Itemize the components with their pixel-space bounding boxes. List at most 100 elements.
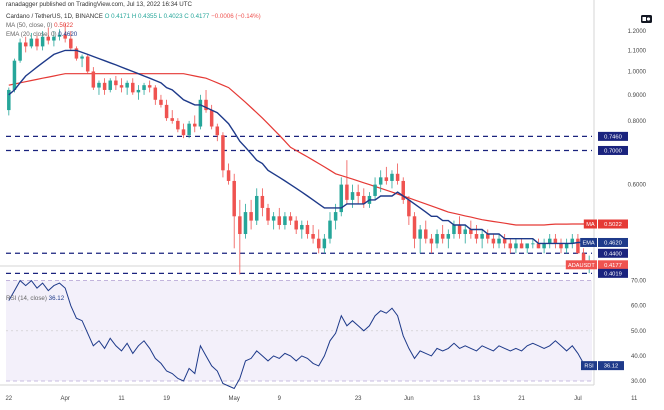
candle-body [243,212,248,235]
ohlc-close: C 0.4177 [184,13,210,20]
ema-20-line [8,49,590,245]
candle-body [63,34,67,39]
tradingview-logo-icon [641,15,652,23]
candle-body [181,129,186,136]
candle-body [384,177,389,181]
time-axis-tick-label: 22 [5,396,12,402]
candle-body [260,195,265,208]
candle-body [333,212,338,221]
candle-body [97,82,101,88]
candle-body [339,184,344,213]
price-axis-tick-label: 1.2000 [628,29,647,35]
candle-body [474,234,479,239]
candle-body [52,36,56,41]
candle-body [570,238,575,244]
time-axis-tick-label: Jul [574,396,582,402]
candle-body [547,238,552,244]
candle-body [542,243,546,249]
candle-body [266,207,270,221]
ema-legend-label: EMA (20, close, 0) [6,31,57,38]
ema-legend-value: 0.4620 [58,31,78,38]
rsi-band [6,280,592,381]
candle-body [356,192,360,196]
candle-body [271,216,276,221]
symbol-line: Cardano / TetherUS, 1D, BINANCE O 0.4171… [6,13,261,21]
candle-body [463,229,467,235]
candle-body [559,243,563,249]
candle-body [80,56,84,59]
price-tag-value: 0.4400 [604,251,622,257]
candle-body [311,234,315,239]
candle-body [238,216,242,235]
candle-body [164,104,169,119]
candle-body [407,199,411,217]
rsi-tag-bg [598,361,624,371]
ma-legend[interactable]: MA (50, close, 0) 0.5022 [6,22,73,30]
candle-body [519,243,524,249]
candle-body [74,48,79,59]
candle-body [469,229,473,235]
price-tag-value: 0.4177 [604,263,622,269]
price-tag-label: EMA [583,240,595,246]
candle-body [277,216,282,225]
candle-body [221,135,225,171]
rsi-legend[interactable]: RSI (14, close) 36.12 [6,295,64,303]
price-tag-label-bg [580,237,597,247]
candle-body [576,238,580,254]
ohlc-low: L 0.4023 [158,13,183,20]
candle-body [288,216,293,221]
candle-body [491,238,496,244]
price-change: −0.0006 (−0.14%) [211,13,261,20]
candle-body [215,126,220,136]
rsi-tag-label-bg [581,361,597,371]
candle-body [401,180,405,200]
candle-body [57,34,62,37]
candle-body [446,234,451,239]
candle-body [35,38,39,47]
price-tag-bg [598,268,628,278]
price-tag-bg [598,248,628,258]
candle-body [147,85,152,88]
time-axis-tick-label: 9 [278,396,282,402]
candle-body [249,212,253,221]
price-tag-bg [598,145,628,155]
price-tag-value: 0.5022 [604,222,622,228]
candle-body [198,99,203,127]
candle-body [486,234,490,239]
candle-body [159,99,163,105]
candle-body [7,89,11,111]
candle-body [480,234,484,239]
candle-body [581,253,586,264]
symbol-name[interactable]: Cardano / TetherUS, 1D, BINANCE [6,13,103,20]
candle-body [514,243,518,249]
time-axis-tick-label: 21 [518,396,525,402]
rsi-legend-value: 36.12 [48,295,65,302]
price-tag-value: 0.7460 [604,134,622,140]
candle-body [435,234,439,244]
candle-body [12,60,17,90]
candle-body [209,110,214,127]
price-axis-tick-label: 0.9000 [628,93,647,99]
price-tag-bg [598,237,628,247]
candle-body [300,224,304,230]
price-tag-value: 0.4620 [604,240,622,246]
price-tag-value: 0.7000 [604,148,622,154]
publisher-text: ranadagger published on TradingView.com,… [6,1,192,8]
candle-body [193,123,197,127]
candle-body [564,243,569,249]
candle-body [429,238,434,244]
rsi-legend-label: RSI (14, close) [6,295,47,302]
time-axis-tick-label: Apr [60,396,69,402]
candle-body [395,173,400,181]
ohlc-high: H 0.4355 [131,13,157,20]
candle-body [350,192,355,200]
rsi-line [8,279,590,390]
rsi-tag-value: 36.12 [604,364,619,370]
ma-legend-value: 0.5022 [54,22,74,29]
candle-body [553,238,558,244]
candle-body [283,216,287,225]
ema-legend[interactable]: EMA (20, close, 0) 0.4620 [6,31,77,39]
candle-body [232,180,236,217]
rsi-axis-tick-label: 50.00 [631,329,647,335]
